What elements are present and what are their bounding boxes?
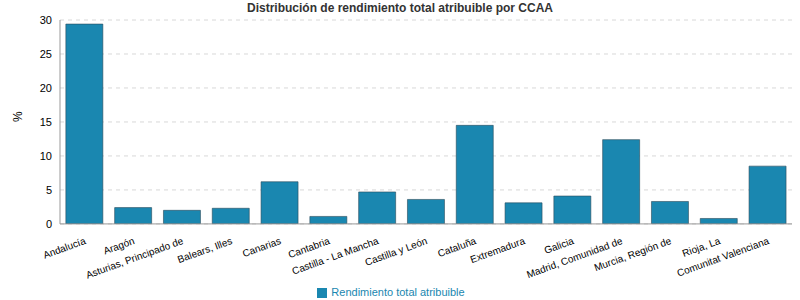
svg-text:Castilla - La Mancha: Castilla - La Mancha bbox=[290, 235, 380, 277]
svg-text:10: 10 bbox=[40, 150, 52, 162]
svg-text:30: 30 bbox=[40, 14, 52, 26]
svg-text:Cataluña: Cataluña bbox=[436, 235, 478, 260]
svg-text:Murcia, Región de: Murcia, Región de bbox=[593, 235, 673, 273]
svg-text:15: 15 bbox=[40, 116, 52, 128]
svg-text:Balears, Illes: Balears, Illes bbox=[176, 235, 234, 265]
svg-text:Extremadura: Extremadura bbox=[469, 235, 527, 265]
svg-text:25: 25 bbox=[40, 48, 52, 60]
html-text:Distribución de rendimiento to: Distribución de rendimiento total atribu… bbox=[247, 1, 553, 15]
svg-text:Rioja, La: Rioja, La bbox=[680, 235, 722, 259]
svg-text:Comunitat Valenciana: Comunitat Valenciana bbox=[675, 235, 770, 279]
svg-text:Canarias: Canarias bbox=[241, 235, 282, 259]
svg-text:Andalucía: Andalucía bbox=[42, 235, 88, 261]
html-text:Rendimiento total atribuible: Rendimiento total atribuible bbox=[331, 285, 465, 298]
svg-text:Cantabria: Cantabria bbox=[286, 235, 332, 261]
svg-text:0: 0 bbox=[46, 218, 52, 230]
svg-text:Castilla y León: Castilla y León bbox=[363, 235, 428, 268]
svg-text:%: % bbox=[11, 111, 25, 122]
svg-text:Madrid, Comunidad de: Madrid, Comunidad de bbox=[525, 235, 624, 280]
svg-text:5: 5 bbox=[46, 184, 52, 196]
svg-text:Asturias, Principado de: Asturias, Principado de bbox=[84, 235, 185, 281]
svg-text:Aragón: Aragón bbox=[101, 235, 136, 257]
svg-text:Galicia: Galicia bbox=[542, 235, 576, 256]
svg-text:20: 20 bbox=[40, 82, 52, 94]
